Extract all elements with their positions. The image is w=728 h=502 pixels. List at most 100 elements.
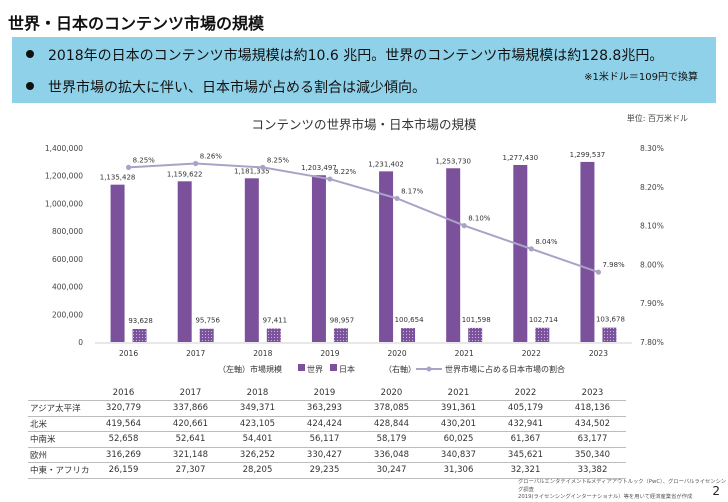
right-axis-tick-label: 7.80%: [640, 338, 664, 347]
table-cell: 28,205: [224, 462, 291, 479]
legend-share-line-icon: [416, 366, 442, 371]
table-cell: 391,361: [425, 400, 492, 416]
world-bar: [311, 175, 326, 342]
table-cell: 350,340: [559, 446, 626, 463]
region-label: 欧州: [28, 446, 90, 463]
share-label: 8.04%: [535, 238, 558, 246]
right-axis-tick-label: 8.30%: [640, 144, 664, 153]
table-cell: 340,837: [425, 446, 492, 463]
legend-world: 世界: [298, 364, 323, 374]
table-year-header: 2020: [380, 388, 403, 398]
left-axis-tick-label: 0: [78, 338, 83, 347]
table-cell: 418,136: [559, 400, 626, 416]
left-axis-tick-label: 1,200,000: [45, 172, 83, 181]
share-label: 8.22%: [334, 168, 357, 176]
x-axis-tick-label: 2021: [455, 349, 474, 358]
table-cell: 56,117: [291, 431, 358, 447]
unit-label: 単位: 百万米ドル: [626, 114, 688, 123]
table-cell: 63,177: [559, 431, 626, 447]
summary-text-2: 世界市場の拡大に伴い、日本市場が占める割合は減少傾向。: [48, 80, 426, 96]
right-axis-tick-label: 8.00%: [640, 260, 664, 269]
region-label: 中東・アフリカ: [28, 462, 90, 479]
left-axis-tick-label: 200,000: [52, 310, 83, 319]
world-bar: [513, 164, 528, 342]
world-bar-label: 1,203,497: [301, 164, 337, 172]
source-note: グローバルエンタテイメント&メディアアウトルック（PwC）、グローバルライセンシ…: [518, 479, 728, 502]
right-axis-tick-label: 8.20%: [640, 183, 664, 192]
left-axis-tick-label: 800,000: [52, 227, 83, 236]
left-axis-tick-label: 1,400,000: [45, 144, 83, 153]
table-cell: 52,641: [157, 431, 224, 447]
left-axis-tick-label: 600,000: [52, 255, 83, 264]
x-axis-tick-label: 2020: [388, 349, 407, 358]
japan-bar: [602, 327, 617, 342]
table-row: 中南米 52,658 52,641 54,401 56,117 58,179 60,025 6…: [28, 431, 626, 447]
share-label: 8.25%: [267, 156, 290, 164]
share-point: [461, 223, 467, 229]
summary-bullet-1: 2018年の日本のコンテンツ市場規模は約10.6 兆円。世界のコンテンツ市場規模…: [26, 45, 663, 65]
table-cell: 363,293: [291, 400, 358, 416]
regions-table: 2016 2017 2018 2019 2020 2021 2022 2023 …: [28, 386, 626, 479]
x-axis-tick-label: 2019: [320, 349, 339, 358]
summary-box: 2018年の日本のコンテンツ市場規模は約10.6 兆円。世界のコンテンツ市場規模…: [12, 37, 716, 103]
share-point: [394, 195, 400, 202]
table-row: 北米 419,564 420,661 423,105 424,424 428,844 430…: [28, 415, 626, 432]
share-label: 8.10%: [468, 215, 491, 223]
summary-bullet-2: 世界市場の拡大に伴い、日本市場が占める割合は減少傾向。: [26, 77, 426, 97]
world-bar: [110, 184, 125, 342]
table-row: アジア太平洋 320,779 337,866 349,371 363,293 378,08…: [28, 400, 626, 416]
table-cell: 430,201: [425, 415, 492, 432]
table-corner: [28, 386, 90, 401]
table-year-header: 2019: [313, 388, 336, 398]
legend-right-axis-label: （右軸）: [384, 365, 416, 374]
table-cell: 33,382: [559, 462, 626, 479]
table-cell: 52,658: [90, 431, 157, 447]
bullet-dot-icon: [26, 82, 34, 90]
table-cell: 330,427: [291, 446, 358, 463]
share-label: 8.25%: [133, 156, 156, 164]
table-year-header: 2017: [179, 388, 202, 398]
table-cell: 61,367: [492, 431, 559, 447]
region-label: アジア太平洋: [28, 400, 90, 416]
table-year-header: 2021: [447, 388, 470, 398]
table-header-row: 2016 2017 2018 2019 2020 2021 2022 2023: [28, 386, 626, 401]
table-row: 欧州 316,269 321,148 326,252 330,427 336,048 340…: [28, 446, 626, 463]
table-cell: 434,502: [559, 415, 626, 432]
table-year-header: 2016: [112, 388, 135, 398]
world-bar-label: 1,253,730: [435, 157, 471, 165]
japan-bar: [132, 329, 147, 342]
world-bar-label: 1,277,430: [502, 154, 538, 162]
japan-bar: [199, 328, 214, 342]
japan-bar-label: 98,957: [330, 316, 355, 324]
legend-japan-label: 日本: [339, 365, 355, 374]
summary-text-1: 2018年の日本のコンテンツ市場規模は約10.6 兆円。世界のコンテンツ市場規模…: [48, 48, 664, 64]
world-bar-label: 1,299,537: [570, 151, 606, 159]
share-line: [128, 162, 599, 274]
x-axis-tick-label: 2023: [589, 349, 608, 358]
table-cell: 428,844: [358, 415, 425, 432]
japan-bar: [401, 328, 416, 342]
table-cell: 419,564: [90, 415, 157, 432]
table-cell: 321,148: [157, 446, 224, 463]
left-axis-tick-label: 1,000,000: [45, 199, 83, 208]
exchange-rate-note: ※1米ドル＝109円で換算: [584, 72, 698, 83]
table-cell: 26,159: [90, 462, 157, 479]
legend-left-axis-label: （左軸）市場規模: [218, 365, 282, 374]
region-label: 中南米: [28, 431, 90, 447]
japan-bar-label: 93,628: [128, 317, 153, 325]
bullet-dot-icon: [26, 50, 34, 58]
table-cell: 432,941: [492, 415, 559, 432]
x-axis-tick-label: 2016: [119, 349, 138, 358]
table-cell: 405,179: [492, 400, 559, 416]
share-point: [595, 269, 602, 275]
share-label: 8.26%: [200, 153, 223, 161]
share-point: [528, 246, 534, 252]
japan-bar: [266, 328, 281, 342]
table-cell: 60,025: [425, 431, 492, 447]
table-cell: 30,247: [358, 462, 425, 479]
share-point: [327, 176, 333, 182]
table-cell: 336,048: [358, 446, 425, 463]
legend-world-label: 世界: [307, 365, 323, 374]
japan-bar-label: 102,714: [529, 316, 558, 324]
legend-share: 世界市場に占める日本市場の割合: [416, 364, 565, 374]
